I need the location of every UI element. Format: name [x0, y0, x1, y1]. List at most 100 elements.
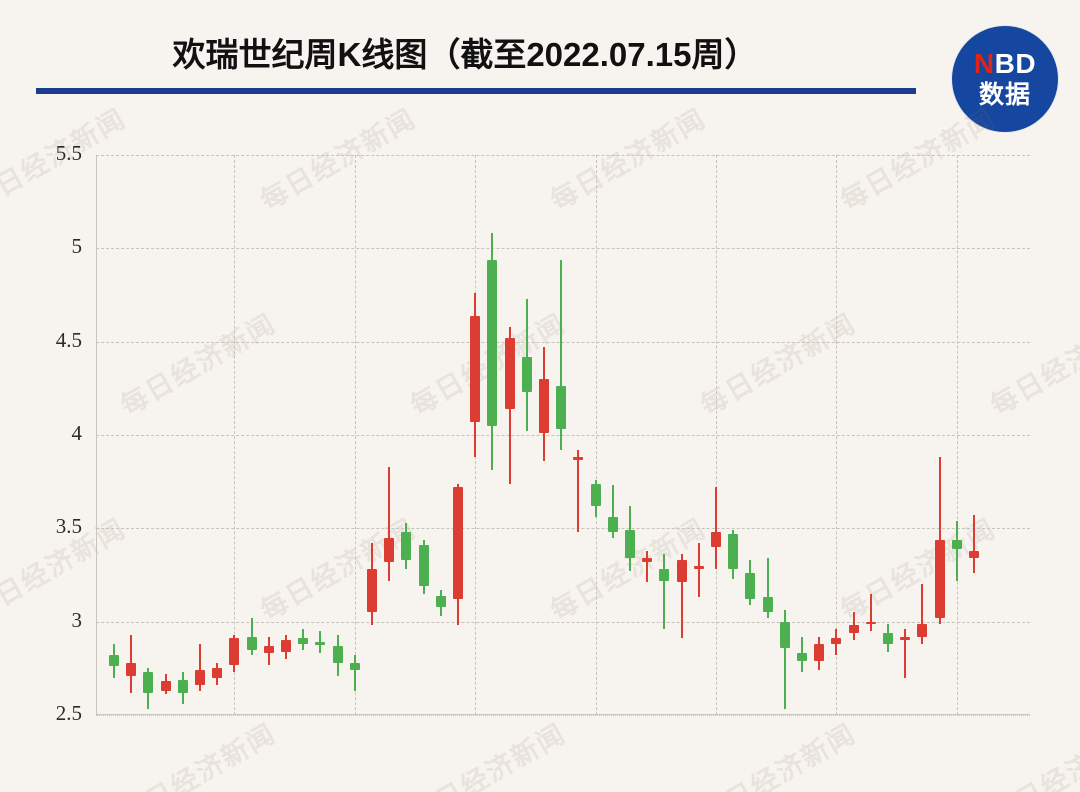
header: 欢瑞世纪周K线图（截至2022.07.15周） NBD 数据	[0, 0, 1080, 132]
gridline-horizontal	[96, 528, 1030, 530]
candlestick	[762, 155, 773, 715]
candlestick	[126, 155, 137, 715]
gridline-horizontal	[96, 715, 1030, 716]
y-axis-tick-label: 3.5	[55, 514, 82, 539]
candle-body	[177, 679, 188, 693]
candlestick	[934, 155, 945, 715]
candlestick	[779, 155, 790, 715]
candlestick	[556, 155, 567, 715]
y-axis-tick-label: 5.5	[55, 141, 82, 165]
candlestick	[384, 155, 395, 715]
candlestick	[504, 155, 515, 715]
candle-wick	[869, 593, 872, 631]
candlestick	[367, 155, 377, 715]
candle-wick	[560, 259, 563, 450]
candle-wick	[766, 558, 769, 618]
candle-wick	[199, 644, 201, 691]
candle-body	[160, 681, 171, 691]
candle-body	[831, 638, 842, 645]
candlestick	[848, 155, 859, 715]
candle-body	[883, 632, 893, 645]
gridline-horizontal	[96, 435, 1030, 436]
candle-body	[504, 337, 515, 409]
candle-body	[659, 569, 670, 581]
candle-body	[951, 539, 962, 549]
candle-body	[607, 517, 618, 533]
candle-wick	[611, 485, 614, 538]
candlestick	[917, 155, 928, 715]
candle-body	[865, 621, 876, 625]
candle-body	[487, 259, 498, 426]
logo-letters-bd: BD	[994, 48, 1037, 79]
candlestick	[177, 155, 188, 715]
candle-body	[762, 597, 773, 613]
candle-body	[143, 672, 154, 693]
candlestick	[797, 155, 807, 715]
candlestick	[831, 155, 842, 715]
candle-wick	[715, 487, 717, 570]
logo-letter-n: N	[973, 48, 995, 79]
y-axis-tick-label: 3	[71, 607, 83, 632]
candlestick	[642, 155, 653, 715]
candle-body	[539, 379, 549, 434]
watermark-text: 每日经济新闻	[115, 718, 282, 792]
candle-body	[453, 487, 463, 600]
candlestick	[109, 155, 119, 715]
candle-body	[126, 662, 137, 676]
candlestick	[229, 155, 240, 715]
candle-body	[676, 560, 687, 583]
candle-body	[435, 595, 446, 607]
watermark-text: 每日经济新闻	[695, 718, 862, 792]
candlestick	[711, 155, 721, 715]
candle-body	[625, 530, 635, 559]
candle-body	[590, 483, 601, 506]
candle-body	[797, 653, 807, 661]
candlestick	[332, 155, 343, 715]
candle-body	[195, 670, 205, 686]
candle-body	[969, 550, 979, 559]
candle-body	[917, 623, 928, 637]
candle-body	[229, 638, 240, 665]
candle-wick	[973, 515, 975, 574]
candlestick	[418, 155, 429, 715]
candle-wick	[646, 550, 649, 583]
candle-wick	[680, 554, 683, 639]
candlestick	[349, 155, 360, 715]
candlestick	[969, 155, 979, 715]
candlestick	[298, 155, 309, 715]
candlestick	[160, 155, 171, 715]
candle-body	[900, 636, 911, 641]
watermark-text: 每日经济新闻	[405, 718, 572, 792]
candle-body	[728, 533, 739, 570]
y-axis-tick-label: 5	[71, 234, 83, 259]
candle-body	[315, 642, 326, 645]
logo-chinese-text: 数据	[978, 81, 1031, 109]
x-axis-line	[96, 714, 1030, 715]
candlestick	[625, 155, 635, 715]
candle-body	[556, 386, 567, 430]
plot-area	[96, 155, 1030, 716]
candlestick	[539, 155, 549, 715]
gridline-horizontal	[96, 155, 1030, 156]
candle-wick	[921, 584, 924, 645]
candle-wick	[955, 520, 958, 581]
candle-body	[418, 545, 429, 587]
candlestick	[212, 155, 223, 715]
candle-body	[693, 565, 704, 570]
watermark-text: 每日经济新闻	[985, 718, 1080, 792]
candlestick	[883, 155, 893, 715]
candle-body	[470, 315, 481, 422]
gridline-vertical	[595, 155, 597, 715]
candle-body	[814, 644, 825, 661]
page-title: 欢瑞世纪周K线图（截至2022.07.15周）	[172, 36, 758, 73]
candle-wick	[904, 629, 907, 678]
candle-body	[263, 645, 274, 654]
candlestick	[315, 155, 326, 715]
candlestick	[453, 155, 463, 715]
candle-body	[711, 532, 721, 547]
candlestick	[401, 155, 412, 715]
candle-wick	[697, 543, 700, 598]
candle-body	[521, 356, 532, 393]
gridline-horizontal	[96, 248, 1030, 250]
